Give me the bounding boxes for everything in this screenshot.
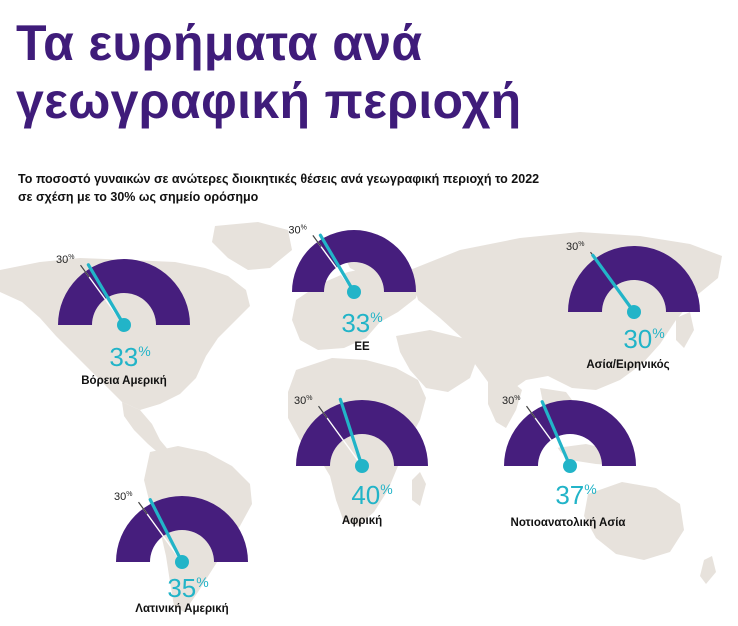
map-greenland xyxy=(212,222,292,270)
region-name: Αφρική xyxy=(342,515,382,527)
benchmark-label: 30% xyxy=(114,491,132,503)
gauge-pointer xyxy=(540,400,572,468)
benchmark-label: 30% xyxy=(294,395,312,407)
map-middle-east xyxy=(396,330,478,392)
map-madagascar xyxy=(412,472,426,506)
map-africa xyxy=(288,358,426,526)
gauge-arc xyxy=(296,400,428,466)
gauge-arc xyxy=(504,400,636,466)
benchmark-line-tip xyxy=(138,501,148,515)
gauge-pointer xyxy=(86,263,126,327)
gauge-arc xyxy=(568,246,700,312)
title-line-1: Τα ευρήματα ανά xyxy=(16,15,423,71)
page-title: Τα ευρήματα ανά γεωγραφική περιοχή xyxy=(16,14,522,130)
gauge-3: 30% 30% Ασία/Ειρηνικός xyxy=(566,241,700,371)
gauge-pivot xyxy=(627,305,641,319)
gauge-pointer xyxy=(591,253,636,314)
gauge-2: 30% 33% ΕΕ xyxy=(288,224,416,353)
map-north-america xyxy=(0,258,250,410)
benchmark-line-tip xyxy=(80,264,90,278)
gauge-value: 35% xyxy=(167,573,208,603)
chart-subtitle: Το ποσοστό γυναικών σε ανώτερες διοικητι… xyxy=(18,170,539,206)
gauge-arc xyxy=(58,259,190,325)
gauge-pointer xyxy=(148,498,184,564)
gauge-1: 30% 33% Βόρεια Αμερική xyxy=(56,254,190,387)
gauge-value: 33% xyxy=(109,342,150,372)
map-central-america xyxy=(122,402,170,456)
gauge-4: 30% 40% Αφρική xyxy=(294,395,428,527)
gauge-arc xyxy=(292,230,416,292)
region-name: Ασία/Ειρηνικός xyxy=(586,359,669,371)
gauge-5: 30% 37% Νοτιοανατολική Ασία xyxy=(502,395,636,529)
gauge-value: 37% xyxy=(555,480,596,510)
gauge-pivot xyxy=(355,459,369,473)
benchmark-line-tip xyxy=(312,235,322,248)
title-line-2: γεωγραφική περιοχή xyxy=(16,73,522,129)
gauge-value: 30% xyxy=(623,324,664,354)
region-name: ΕΕ xyxy=(354,341,370,353)
region-name: Λατινική Αμερική xyxy=(135,603,228,615)
gauge-pivot xyxy=(347,285,361,299)
subtitle-line-1: Το ποσοστό γυναικών σε ανώτερες διοικητι… xyxy=(18,172,540,186)
subtitle-line-2: σε σχέση με το 30% ως σημείο ορόσημο xyxy=(18,190,259,204)
gauge-value: 33% xyxy=(341,308,382,338)
gauge-pointer xyxy=(318,233,356,294)
benchmark-label: 30% xyxy=(566,241,584,253)
gauge-pivot xyxy=(175,555,189,569)
map-japan xyxy=(676,312,694,348)
benchmark-label: 30% xyxy=(56,254,74,266)
benchmark-line-tip xyxy=(318,405,328,419)
map-india xyxy=(488,378,522,428)
benchmark-label: 30% xyxy=(288,224,306,236)
map-australia xyxy=(584,482,684,560)
map-new-zealand xyxy=(700,556,716,584)
benchmark-line-tip xyxy=(526,405,536,419)
gauge-arc xyxy=(116,496,248,562)
gauge-6: 30% 35%Λατινική Αμερική xyxy=(114,491,248,615)
gauge-value: 40% xyxy=(351,480,392,510)
gauge-pivot xyxy=(117,318,131,332)
benchmark-label: 30% xyxy=(502,395,520,407)
gauge-pointer xyxy=(338,397,364,468)
gauge-pivot xyxy=(563,459,577,473)
region-name: Βόρεια Αμερική xyxy=(81,375,166,387)
region-name: Νοτιοανατολική Ασία xyxy=(511,517,626,529)
